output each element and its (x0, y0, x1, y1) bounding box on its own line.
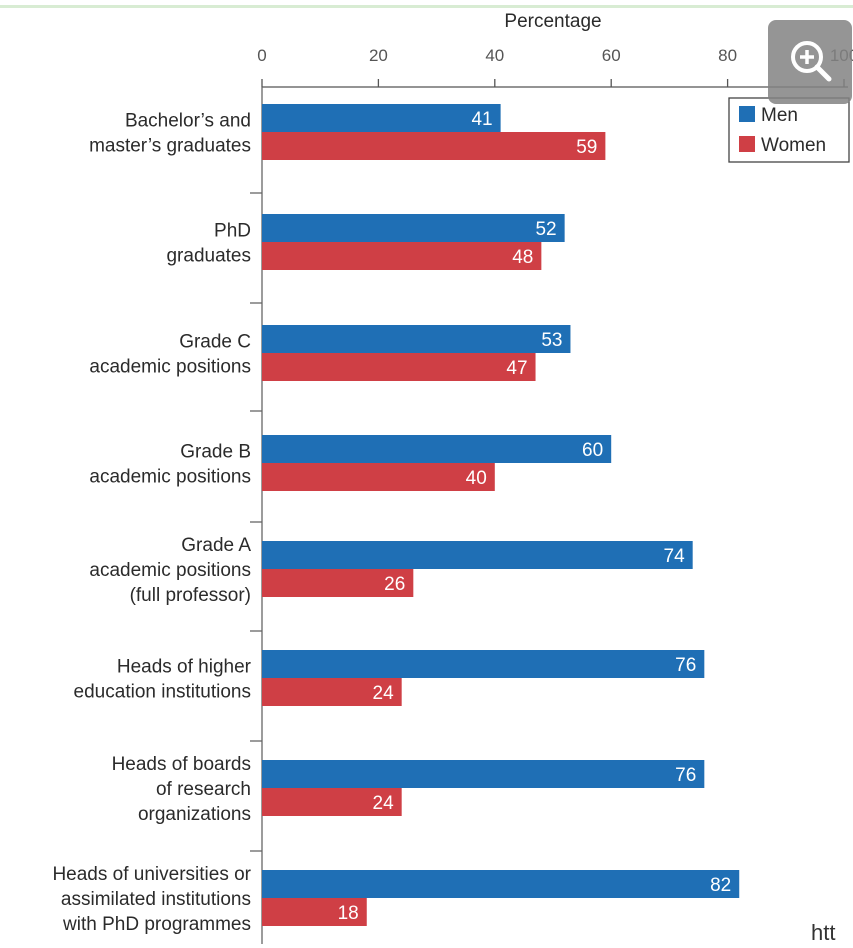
women-bar (262, 678, 402, 706)
x-tick-label: 0 (257, 46, 266, 65)
category-label-line: Grade A (181, 535, 251, 556)
legend-swatch-men (739, 106, 755, 122)
category-label-line: of research (156, 779, 251, 800)
zoom-in-icon (791, 41, 832, 82)
men-bar (262, 104, 501, 132)
category-label-line: academic positions (89, 467, 251, 488)
men-bar (262, 870, 740, 898)
category-label-line: organizations (138, 804, 251, 825)
women-value-label: 40 (466, 468, 487, 489)
category-label-line: Heads of universities or (52, 864, 251, 885)
category-label-line: Grade C (179, 332, 251, 353)
women-bar (262, 353, 536, 381)
x-axis-title: Percentage (504, 11, 601, 32)
category-label-line: Grade B (180, 442, 251, 463)
men-value-label: 60 (582, 440, 603, 461)
category-label-line: academic positions (89, 357, 251, 378)
top-border (0, 5, 853, 8)
women-value-label: 59 (576, 137, 597, 158)
women-bar (262, 242, 542, 270)
category-label-line: graduates (166, 246, 251, 267)
x-tick-label: 40 (485, 46, 504, 65)
women-value-label: 48 (512, 247, 533, 268)
men-bar (262, 435, 612, 463)
men-value-label: 82 (710, 875, 731, 896)
women-bar (262, 788, 402, 816)
category-label-line: with PhD programmes (62, 914, 251, 935)
category-label: Grade C academic positions (89, 332, 251, 378)
category-label: Heads of universities or assimilated inst… (52, 864, 251, 935)
category-label-line: Heads of boards (112, 754, 251, 775)
x-tick-label: 20 (369, 46, 388, 65)
legend-swatch-women (739, 136, 755, 152)
men-bar (262, 650, 705, 678)
category-label: PhD graduates (166, 221, 251, 267)
men-bar (262, 325, 571, 353)
zoom-button[interactable] (768, 20, 852, 104)
men-bar (262, 541, 693, 569)
category-label-line: Bachelor’s and (125, 111, 251, 132)
category-label: Grade B academic positions (89, 442, 251, 488)
category-label-line: (full professor) (130, 585, 251, 606)
women-value-label: 47 (506, 358, 527, 379)
women-bar (262, 132, 606, 160)
men-value-label: 52 (535, 219, 556, 240)
men-value-label: 53 (541, 330, 562, 351)
category-label-line: PhD (214, 221, 251, 242)
women-bar (262, 569, 414, 597)
women-value-label: 26 (384, 574, 405, 595)
women-value-label: 24 (373, 793, 395, 814)
x-tick-label: 80 (718, 46, 737, 65)
legend-label-women: Women (761, 135, 826, 156)
women-bar (262, 463, 495, 491)
legend-label-men: Men (761, 105, 798, 126)
men-bar (262, 214, 565, 242)
women-bar (262, 898, 367, 926)
men-value-label: 76 (675, 655, 696, 676)
category-label: Heads of higher education institutions (74, 657, 252, 703)
category-label-line: education institutions (74, 682, 251, 703)
men-value-label: 41 (471, 109, 492, 130)
category-label: Grade A academic positions (full professor… (89, 535, 251, 606)
men-value-label: 74 (664, 546, 686, 567)
category-label: Bachelor’s and master’s graduates (89, 111, 251, 157)
category-label-line: assimilated institutions (61, 889, 251, 910)
category-label-line: academic positions (89, 560, 251, 581)
footer-url-fragment[interactable]: htt (811, 920, 836, 945)
category-label-line: Heads of higher (117, 657, 252, 678)
men-value-label: 76 (675, 765, 696, 786)
women-value-label: 18 (338, 903, 359, 924)
men-bar (262, 760, 705, 788)
category-label: Heads of boards of research organizations (112, 754, 251, 825)
x-tick-label: 60 (602, 46, 621, 65)
women-value-label: 24 (373, 683, 395, 704)
category-label-line: master’s graduates (89, 136, 251, 157)
